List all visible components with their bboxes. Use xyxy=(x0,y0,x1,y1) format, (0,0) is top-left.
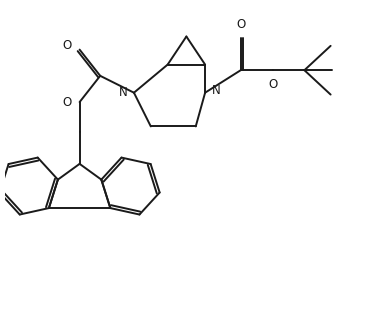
Text: N: N xyxy=(212,84,220,97)
Text: O: O xyxy=(236,18,245,31)
Text: O: O xyxy=(268,78,277,91)
Text: O: O xyxy=(62,96,71,109)
Text: O: O xyxy=(62,39,71,52)
Text: N: N xyxy=(118,86,127,99)
